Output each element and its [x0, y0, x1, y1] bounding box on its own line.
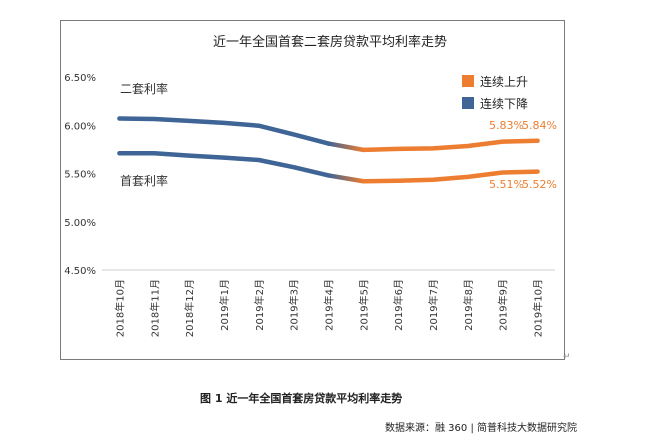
x-tick-label: 2019年8月	[462, 279, 475, 331]
line-chart: 近一年全国首套二套房贷款平均利率走势 4.50% 5.00% 5.50% 6.00% 6…	[64, 34, 557, 337]
x-tick-label: 2019年3月	[288, 279, 301, 331]
data-label: 5.51%	[489, 178, 524, 191]
series-line-transition	[326, 141, 366, 153]
legend-swatch	[462, 75, 474, 87]
x-tick-label: 2018年10月	[113, 279, 126, 337]
legend-label: 连续上升	[480, 74, 528, 89]
series-label-first: 首套利率	[120, 173, 168, 188]
x-tick-label: 2019年5月	[357, 279, 370, 331]
y-tick-label: 6.00%	[64, 121, 96, 132]
series-line-decline	[117, 150, 331, 178]
y-tick-label: 5.00%	[64, 218, 96, 229]
data-label: 5.52%	[522, 178, 557, 191]
legend-swatch	[462, 97, 474, 109]
y-tick-label: 6.50%	[64, 73, 96, 84]
x-tick-label: 2018年11月	[148, 279, 161, 337]
series-line-rise	[361, 169, 540, 184]
data-label: 5.84%	[522, 119, 557, 132]
y-tick-label: 4.50%	[64, 266, 96, 277]
x-tick-label: 2019年9月	[497, 279, 510, 331]
x-tick-label: 2019年1月	[218, 279, 231, 331]
data-source: 数据来源：融 360 | 简普科技大数据研究院	[385, 423, 577, 434]
x-tick-label: 2019年7月	[427, 279, 440, 331]
series-line-rise	[361, 138, 540, 153]
chart-title: 近一年全国首套二套房贷款平均利率走势	[213, 34, 447, 50]
x-tick-label: 2019年2月	[253, 279, 266, 331]
x-tick-label: 2019年6月	[392, 279, 405, 331]
chart-frame	[60, 20, 565, 360]
x-tick-label: 2019年10月	[532, 279, 545, 337]
y-tick-label: 5.50%	[64, 170, 96, 181]
series-line-decline	[117, 116, 331, 146]
series-label-second: 二套利率	[120, 81, 168, 96]
data-label: 5.83%	[489, 119, 524, 132]
legend-label: 连续下降	[480, 96, 528, 111]
figure-caption: 图 1 近一年全国首套房贷款平均利率走势	[200, 392, 403, 405]
x-tick-label: 2019年4月	[323, 279, 336, 331]
series-line-transition	[326, 173, 366, 184]
paragraph-mark: ↵	[563, 352, 571, 362]
x-tick-label: 2018年12月	[183, 279, 196, 337]
